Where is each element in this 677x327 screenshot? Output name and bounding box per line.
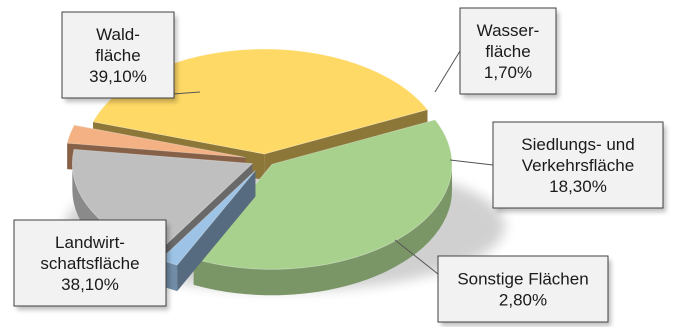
slice-name-label: Wasser-: [477, 21, 540, 40]
callout-siedlungsflaeche: Siedlungs- und Verkehrsfläche 18,30%: [449, 121, 666, 212]
leader-line: [434, 50, 461, 93]
slice-name-label: Wald-: [96, 25, 140, 44]
callout-box: [492, 121, 664, 209]
slice-name-label: fläche: [485, 42, 530, 61]
leader-line: [449, 159, 494, 166]
callout-box: [437, 255, 609, 323]
slice-percentage-label: 18,30%: [549, 177, 607, 196]
slice-name-label: schaftsfläche: [40, 254, 139, 273]
callout-sonstige-flaechen: Sonstige Flächen 2,80%: [394, 239, 611, 326]
callout-landwirtschaftsflaeche: Landwirt-schaftsfläche 38,10%: [13, 219, 169, 310]
slice-name-label: Siedlungs- und: [521, 135, 634, 154]
leader-line: [394, 239, 439, 275]
callout-box: [459, 7, 557, 95]
slice-percentage-label: 39,10%: [89, 67, 147, 86]
slice-percentage-label: 2,80%: [499, 291, 547, 310]
slice-name-label: Verkehrsfläche: [522, 156, 634, 175]
callout-box: [13, 219, 167, 307]
callout-box: [61, 11, 175, 99]
slice-name-label: Sonstige Flächen: [457, 270, 588, 289]
slice-percentage-label: 38,10%: [61, 275, 119, 294]
slice-name-label: fläche: [95, 46, 140, 65]
slice-name-label: Landwirt-: [55, 233, 125, 252]
slice-percentage-label: 1,70%: [484, 63, 532, 82]
callout-waldflaeche: Wald-fläche 39,10%: [61, 11, 201, 102]
callout-wasserflaeche: Wasser-fläche 1,70%: [434, 7, 559, 98]
